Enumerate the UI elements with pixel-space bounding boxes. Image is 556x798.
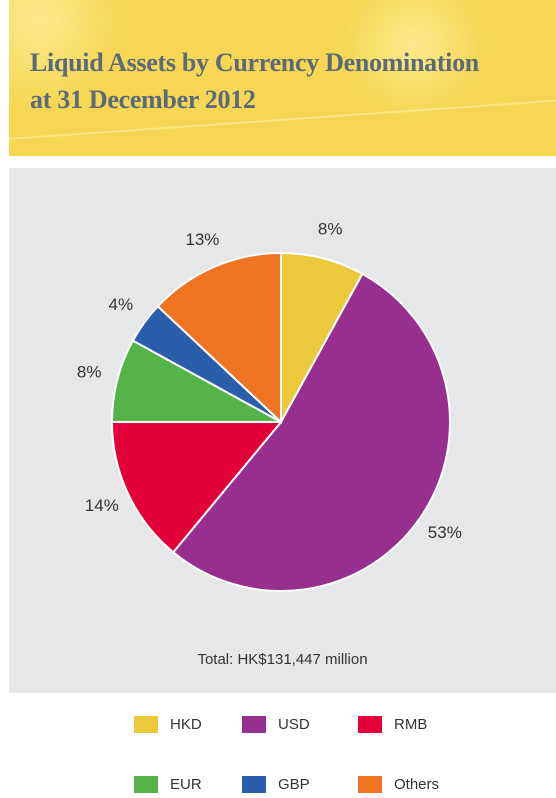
- legend-item-rmb: RMB: [358, 716, 427, 733]
- legend-swatch: [358, 716, 382, 733]
- data-label-others: 13%: [185, 230, 219, 249]
- legend-label: USD: [278, 716, 310, 733]
- legend-swatch: [242, 776, 266, 793]
- chart-total: Total: HK$131,447 million: [9, 651, 556, 668]
- chart-title: Liquid Assets by Currency Denomination a…: [30, 44, 540, 118]
- legend-label: GBP: [278, 776, 310, 793]
- chart-panel: 8% 53% 14% 8% 4% 13% Total: HK$131,447 millio…: [9, 168, 556, 693]
- data-label-gbp: 4%: [109, 295, 134, 314]
- legend-swatch: [242, 716, 266, 733]
- pie-chart: 8% 53% 14% 8% 4% 13%: [9, 168, 556, 693]
- chart-title-line1: Liquid Assets by Currency Denomination: [30, 44, 540, 81]
- legend-label: Others: [394, 776, 439, 793]
- legend-item-others: Others: [358, 776, 439, 793]
- data-label-rmb: 14%: [85, 496, 119, 515]
- legend-swatch: [358, 776, 382, 793]
- legend-label: RMB: [394, 716, 427, 733]
- legend-item-hkd: HKD: [134, 716, 202, 733]
- legend-item-eur: EUR: [134, 776, 202, 793]
- legend-label: EUR: [170, 776, 202, 793]
- data-label-usd: 53%: [428, 523, 462, 542]
- data-label-hkd: 8%: [318, 220, 343, 239]
- legend-label: HKD: [170, 716, 202, 733]
- legend-item-gbp: GBP: [242, 776, 310, 793]
- chart-header: Liquid Assets by Currency Denomination a…: [9, 0, 556, 156]
- chart-title-line2: at 31 December 2012: [30, 81, 540, 118]
- legend-item-usd: USD: [242, 716, 310, 733]
- data-label-eur: 8%: [77, 362, 102, 381]
- legend-swatch: [134, 716, 158, 733]
- legend-swatch: [134, 776, 158, 793]
- chart-legend: HKD USD RMB EUR GBP Others: [9, 716, 556, 798]
